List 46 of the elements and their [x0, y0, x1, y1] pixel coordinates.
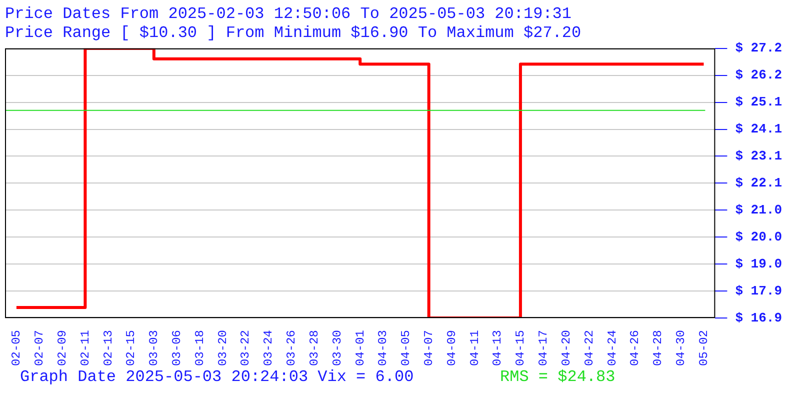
text: Price Dates From 2025-02-03 12:50:06 To 2025-05-03 20:19:31 [5, 4, 572, 23]
y-tick-label: $ 19.0 [735, 256, 782, 272]
x-tick-label: 04-07 [422, 330, 436, 366]
x-tick-label: 05-02 [696, 330, 711, 366]
y-tick-label: $ 25.1 [735, 94, 782, 110]
ref-line-label: RMS = $24.83 [500, 368, 616, 386]
y-tick-label: $ 16.9 [735, 310, 782, 326]
x-tick-label: 03-30 [330, 330, 344, 366]
x-tick-label: 02-05 [10, 330, 24, 366]
x-tick-label: 04-20 [559, 330, 574, 366]
y-tick-label: $ 27.2 [735, 40, 782, 56]
x-tick-label: 04-09 [444, 330, 459, 366]
x-tick-label: 04-28 [651, 330, 666, 366]
y-tick-label: $ 17.9 [735, 283, 782, 298]
x-tick-label: 04-30 [674, 330, 688, 366]
text: Graph Date 2025-05-03 20:24:03 Vix = 6.00 [20, 368, 414, 386]
y-tick-label: $ 22.1 [735, 175, 782, 190]
x-tick-label: 04-11 [468, 330, 482, 366]
text: Price Range [ $10.30 ] From Minimum $16.90 To Maximum $27.20 [5, 24, 582, 42]
y-tick-label: $ 26.2 [735, 68, 782, 83]
x-tick-label: 04-01 [353, 330, 368, 366]
x-tick-label: 02-15 [124, 330, 138, 366]
x-tick-label: 03-18 [192, 330, 207, 366]
x-tick-label: 04-24 [605, 330, 620, 366]
x-tick-label: 02-09 [55, 330, 70, 366]
x-tick-label: 03-26 [284, 330, 299, 366]
x-tick-label: 03-06 [170, 330, 184, 366]
x-tick-label: 03-20 [216, 330, 230, 366]
x-tick-label: 03-03 [147, 330, 162, 366]
x-tick-label: 04-13 [490, 330, 505, 366]
x-tick-label: 04-22 [582, 330, 596, 366]
x-tick-label: 04-17 [536, 330, 551, 366]
y-tick-label: $ 20.0 [735, 229, 782, 244]
x-tick-label: 02-07 [32, 330, 47, 366]
x-tick-label: 04-15 [514, 330, 528, 366]
y-tick-label: $ 23.1 [735, 148, 782, 164]
x-tick-label: 04-26 [628, 330, 642, 366]
x-tick-label: 02-11 [78, 330, 92, 366]
x-tick-label: 04-05 [399, 330, 414, 366]
x-tick-label: 03-24 [262, 330, 276, 366]
x-tick-label: 03-22 [238, 330, 253, 366]
y-tick-label: $ 21.0 [735, 202, 782, 218]
y-tick-label: $ 24.1 [735, 122, 782, 137]
x-tick-label: 04-03 [376, 330, 390, 366]
x-tick-label: 03-28 [307, 330, 322, 366]
x-tick-label: 02-13 [101, 330, 116, 366]
